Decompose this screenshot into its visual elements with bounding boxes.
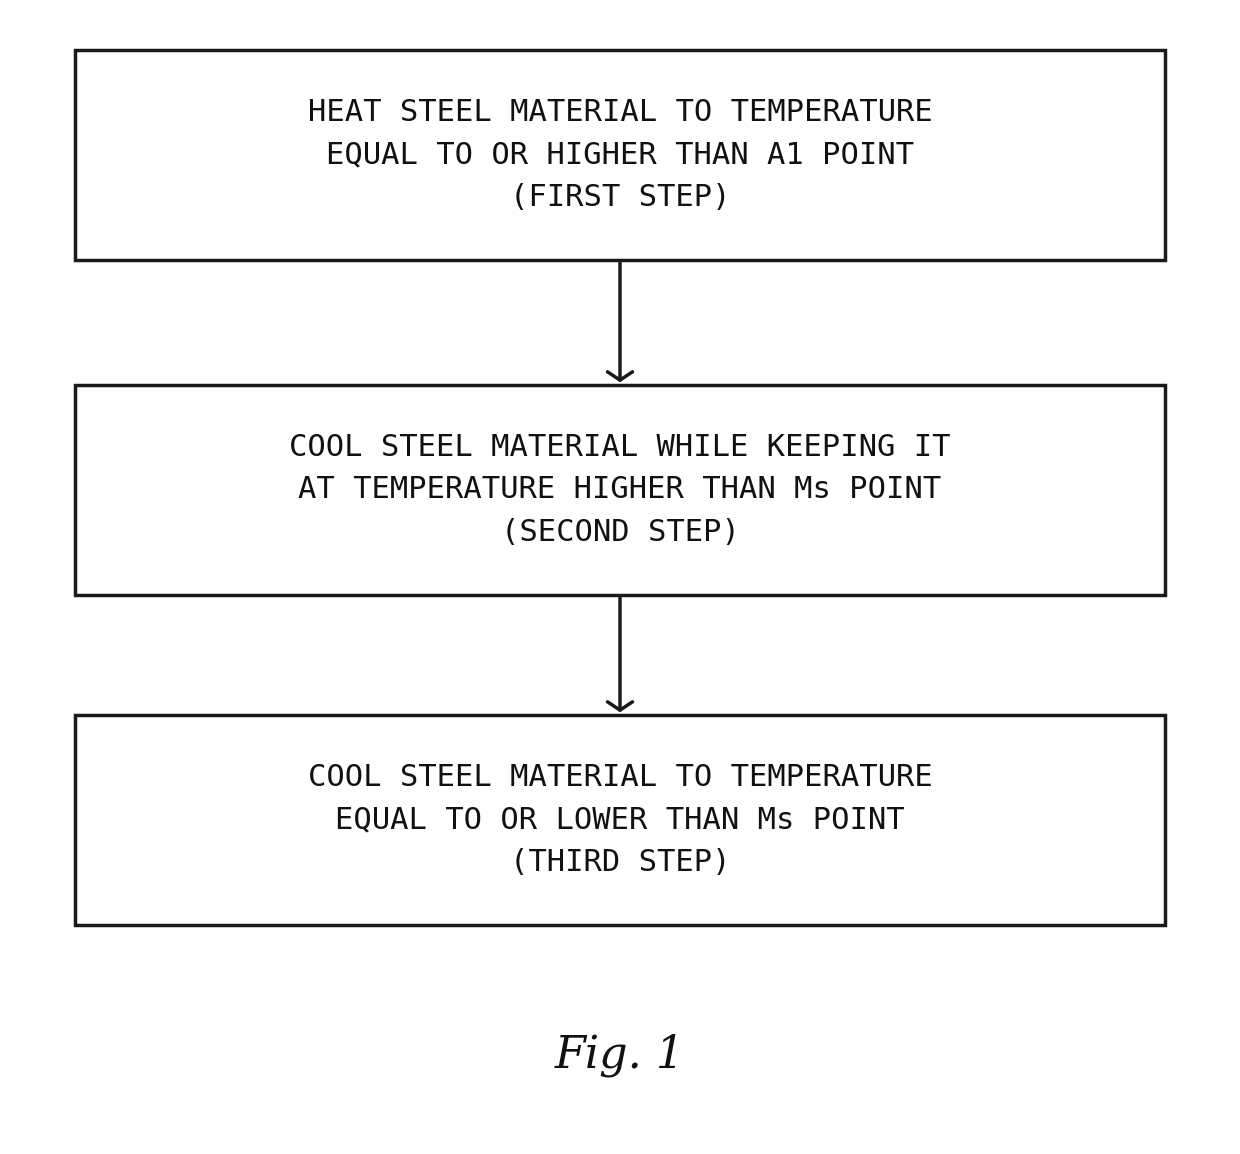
- Text: Fig. 1: Fig. 1: [554, 1033, 686, 1077]
- Bar: [74, 50, 1166, 260]
- Bar: [74, 715, 1166, 926]
- Bar: [74, 385, 1166, 595]
- Text: HEAT STEEL MATERIAL TO TEMPERATURE
EQUAL TO OR HIGHER THAN A1 POINT
(FIRST STEP): HEAT STEEL MATERIAL TO TEMPERATURE EQUAL…: [308, 98, 932, 212]
- Text: COOL STEEL MATERIAL WHILE KEEPING IT
AT TEMPERATURE HIGHER THAN Ms POINT
(SECOND: COOL STEEL MATERIAL WHILE KEEPING IT AT …: [289, 433, 951, 547]
- Text: COOL STEEL MATERIAL TO TEMPERATURE
EQUAL TO OR LOWER THAN Ms POINT
(THIRD STEP): COOL STEEL MATERIAL TO TEMPERATURE EQUAL…: [308, 763, 932, 877]
